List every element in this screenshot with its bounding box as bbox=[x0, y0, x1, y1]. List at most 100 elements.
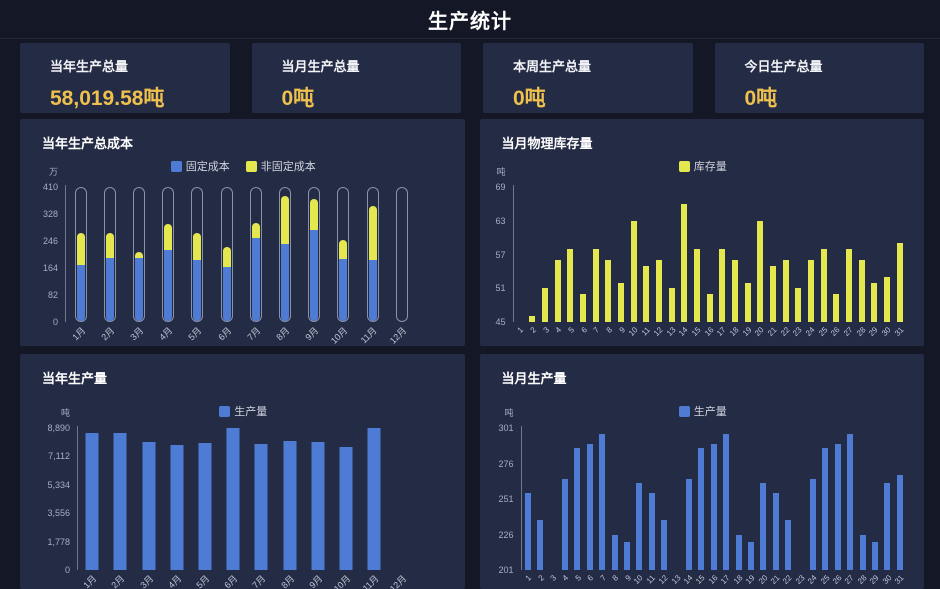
bar bbox=[618, 282, 625, 322]
bar-slot: 29 bbox=[868, 428, 881, 586]
bar-slot: 15 bbox=[690, 187, 704, 338]
x-axis-label: 19 bbox=[740, 325, 754, 338]
bar bbox=[731, 260, 738, 322]
bar-slot: 6月 bbox=[212, 187, 241, 342]
bar bbox=[822, 447, 829, 570]
bar bbox=[630, 220, 637, 322]
bar-segment bbox=[368, 206, 377, 260]
bar bbox=[871, 282, 878, 322]
legend-item[interactable]: 库存量 bbox=[678, 158, 727, 174]
x-axis-label: 8月 bbox=[278, 573, 296, 589]
x-axis-label: 21 bbox=[765, 325, 779, 338]
chart-title: 当年生产量 bbox=[42, 371, 108, 386]
x-axis-label: 17 bbox=[715, 325, 728, 338]
bar-slot: 2 bbox=[534, 428, 546, 583]
bar-slot: 8 bbox=[602, 187, 615, 335]
bar-slot: 21 bbox=[766, 187, 780, 338]
bar-slot: 30 bbox=[880, 428, 893, 586]
x-axis-label: 20 bbox=[753, 325, 766, 338]
x-axis-label: 12 bbox=[652, 325, 665, 338]
chart-title: 当月生产量 bbox=[501, 371, 567, 386]
capsule-outline bbox=[74, 187, 87, 322]
chart-legend: 生产量 bbox=[42, 403, 445, 419]
kpi-label: 当月生产总量 bbox=[281, 59, 360, 74]
x-axis-label: 23 bbox=[793, 573, 807, 586]
y-axis-tick: 201 bbox=[498, 565, 514, 575]
bar-slot: 17 bbox=[719, 428, 732, 586]
bar bbox=[698, 447, 705, 570]
bar bbox=[529, 316, 536, 322]
bar bbox=[623, 541, 630, 570]
capsule-outline bbox=[279, 187, 292, 322]
bar-slot: 26 bbox=[831, 428, 844, 586]
x-axis-label: 15 bbox=[694, 573, 708, 586]
bar-slot: 9月 bbox=[300, 187, 329, 342]
bar-slot: 4 bbox=[559, 428, 571, 583]
x-axis-label: 13 bbox=[669, 573, 683, 586]
bar-segment bbox=[105, 233, 114, 258]
legend-item[interactable]: 生产量 bbox=[678, 403, 727, 419]
bar bbox=[810, 479, 817, 570]
bar bbox=[226, 428, 240, 570]
bar-segment bbox=[281, 243, 290, 321]
legend-item[interactable]: 固定成本 bbox=[170, 158, 230, 174]
x-axis-label: 3 bbox=[548, 573, 559, 583]
bar bbox=[599, 433, 606, 570]
x-axis-label: 29 bbox=[867, 325, 880, 338]
bar-slot: 8 bbox=[608, 428, 620, 583]
legend-item[interactable]: 生产量 bbox=[219, 403, 267, 419]
x-axis-label: 18 bbox=[727, 325, 741, 338]
bar bbox=[339, 446, 353, 570]
kpi-value: 0吨 bbox=[744, 87, 778, 110]
x-axis-label: 1月 bbox=[81, 573, 99, 589]
bar-slot: 3 bbox=[539, 187, 552, 335]
bar bbox=[668, 288, 675, 322]
bar-slot: 14 bbox=[677, 187, 691, 338]
bar bbox=[561, 479, 568, 570]
bar-slot: 16 bbox=[707, 428, 720, 586]
bar bbox=[858, 260, 865, 322]
x-axis-label: 19 bbox=[744, 573, 757, 586]
x-axis-label: 11 bbox=[639, 325, 653, 338]
capsule-outline bbox=[249, 187, 262, 322]
bar-slot: 11 bbox=[640, 187, 653, 338]
bar-slot: 11月 bbox=[360, 428, 388, 589]
bar-slot: 10月 bbox=[329, 187, 358, 346]
bar-slot: 4月 bbox=[163, 428, 191, 589]
x-axis-label: 11 bbox=[645, 573, 658, 586]
chart-plot-area: 吨 201 226 251 276 301 1 2 3 4 5 6 7 8 9 10 11 12 13 14 15 16 1… bbox=[498, 408, 907, 586]
x-axis-label: 6 bbox=[579, 325, 589, 335]
bar bbox=[656, 260, 663, 322]
kpi-card-week-total: 本周生产总量 0吨 bbox=[483, 43, 693, 113]
bar bbox=[859, 534, 866, 570]
charts-grid: 当年生产总成本 固定成本 非固定成本 万 0 82 164 246 328 410 1月 2月 3月… bbox=[20, 119, 924, 589]
x-axis-label: 5月 bbox=[186, 325, 204, 343]
chart-legend: 生产量 bbox=[502, 403, 905, 419]
bar-slot: 22 bbox=[779, 187, 792, 338]
bar-segment bbox=[368, 259, 377, 321]
bar bbox=[719, 248, 726, 322]
capsule-outline bbox=[191, 187, 204, 322]
capsule-outline bbox=[220, 187, 233, 322]
legend-item[interactable]: 非固定成本 bbox=[245, 158, 316, 174]
bar-slot: 19 bbox=[741, 187, 754, 338]
bar-slot: 24 bbox=[806, 428, 819, 586]
capsule-outline bbox=[103, 187, 116, 322]
bar-segment bbox=[193, 259, 202, 321]
x-axis-label: 14 bbox=[677, 325, 691, 338]
bar-segment bbox=[105, 257, 114, 321]
bar bbox=[785, 520, 792, 570]
bar-slot: 7月 bbox=[241, 187, 270, 342]
x-axis-label: 13 bbox=[664, 325, 678, 338]
bar-segment bbox=[135, 252, 143, 258]
capsule-outline bbox=[308, 187, 321, 322]
stacked-bar bbox=[339, 239, 348, 321]
x-axis-label: 6月 bbox=[216, 325, 233, 343]
x-axis-label: 10月 bbox=[331, 573, 353, 589]
bar bbox=[605, 260, 612, 322]
bar-slot: 4月 bbox=[154, 187, 183, 342]
bar bbox=[883, 277, 890, 322]
y-axis-tick: 328 bbox=[42, 209, 58, 219]
x-axis-label: 2 bbox=[528, 325, 539, 335]
legend-label: 库存量 bbox=[693, 161, 727, 173]
